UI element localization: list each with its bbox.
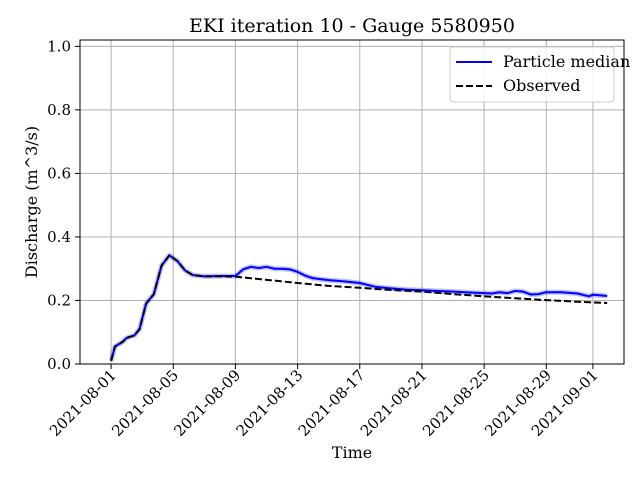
y-axis-label: Discharge (m^3/s) — [22, 126, 41, 278]
y-tick-label: 0.2 — [47, 291, 71, 309]
y-tick-label: 0.6 — [47, 164, 71, 182]
legend-box — [449, 46, 615, 103]
legend-label-observed: Observed — [503, 76, 580, 95]
y-tick-label: 0.4 — [47, 228, 71, 246]
x-axis-label: Time — [332, 443, 372, 462]
legend: Particle median Observed — [449, 46, 630, 103]
series-layer — [108, 252, 608, 362]
series-line-particle-median — [110, 254, 608, 362]
y-tick-label: 0.8 — [47, 101, 71, 119]
y-tick-label: 1.0 — [47, 37, 71, 55]
chart-title: EKI iteration 10 - Gauge 5580950 — [189, 15, 515, 37]
axes-frame — [79, 39, 625, 365]
legend-label-particle-median: Particle median — [503, 52, 630, 71]
y-tick-label: 0.0 — [47, 355, 71, 373]
series-line-observed — [110, 254, 608, 362]
